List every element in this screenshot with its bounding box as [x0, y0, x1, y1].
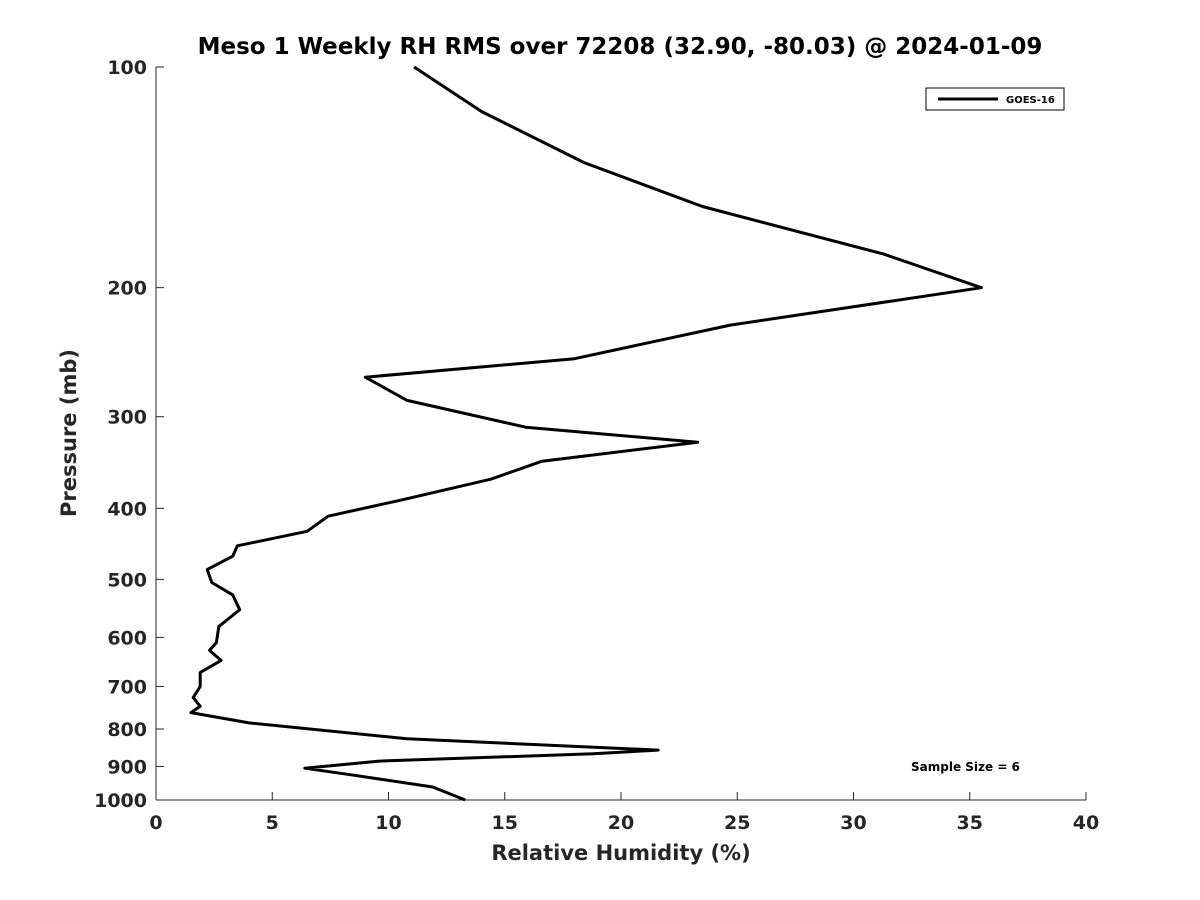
x-tick-label: 0 [149, 812, 162, 834]
y-axis-label: Pressure (mb) [57, 349, 81, 517]
x-axis-label: Relative Humidity (%) [491, 841, 750, 865]
x-tick-label: 40 [1073, 812, 1099, 834]
y-axis-ticks: 100 200 300 400 500 600 700 800 900 1000 [94, 57, 164, 812]
x-tick-label: 25 [724, 812, 750, 834]
y-tick-label: 100 [107, 57, 147, 79]
y-tick-label: 1000 [94, 790, 147, 812]
y-tick-label: 600 [107, 627, 147, 649]
x-tick-label: 5 [266, 812, 279, 834]
x-axis-ticks: 0 5 10 15 20 25 30 35 40 [149, 792, 1099, 834]
legend-label-goes-16: GOES-16 [1006, 95, 1055, 106]
legend: GOES-16 [925, 87, 1065, 111]
series-line-goes-16 [189, 65, 983, 802]
y-tick-label: 500 [107, 569, 147, 591]
sample-size-annotation: Sample Size = 6 [911, 760, 1020, 774]
y-tick-label: 300 [107, 407, 147, 429]
x-tick-label: 35 [957, 812, 983, 834]
y-tick-label: 800 [107, 719, 147, 741]
x-tick-label: 30 [840, 812, 866, 834]
x-tick-label: 10 [375, 812, 401, 834]
y-tick-label: 900 [107, 756, 147, 778]
y-tick-label: 400 [107, 498, 147, 520]
chart-title: Meso 1 Weekly RH RMS over 72208 (32.90, … [198, 34, 1043, 60]
y-tick-label: 700 [107, 676, 147, 698]
x-tick-label: 20 [608, 812, 634, 834]
y-tick-label: 200 [107, 278, 147, 300]
x-tick-label: 15 [492, 812, 518, 834]
